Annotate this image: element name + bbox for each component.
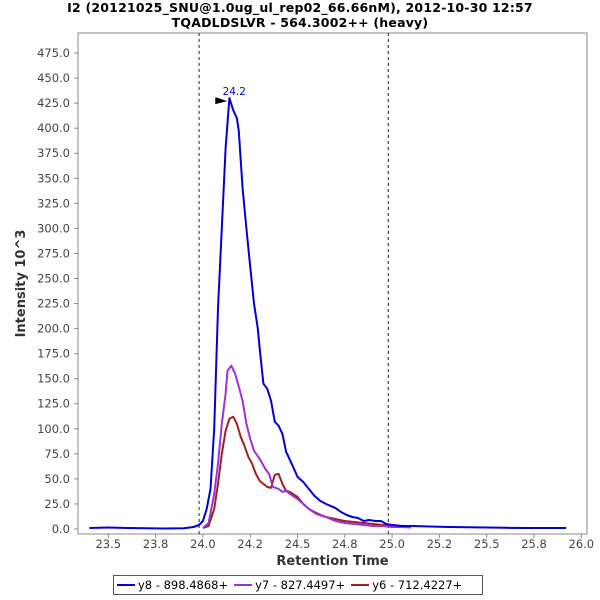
legend-label: y7 - 827.4497+ <box>255 578 346 592</box>
y-tick-label: 150.0 <box>37 372 70 386</box>
legend: y8 - 898.4868+ y7 - 827.4497+ y6 - 712.422… <box>113 575 483 595</box>
peak-annotation: 24.2 <box>215 86 246 105</box>
y-tick-label: 200.0 <box>37 322 70 336</box>
series-lines <box>89 97 567 530</box>
series-line <box>89 97 567 530</box>
x-tick-label: 24.0 <box>190 537 216 551</box>
x-tick-label: 24.5 <box>285 537 311 551</box>
series-line <box>202 415 411 529</box>
series-line <box>202 364 412 529</box>
y-tick-label: 275.0 <box>37 246 70 260</box>
y-tick-label: 300.0 <box>37 221 70 235</box>
x-tick-label: 25.8 <box>521 537 547 551</box>
y-tick-label: 100.0 <box>37 422 70 436</box>
legend-swatch <box>351 584 370 586</box>
y-tick-label: 475.0 <box>37 46 70 60</box>
chart-title: I2 (20121025_SNU@1.0ug_ul_rep02_66.66nM)… <box>67 0 533 15</box>
legend-label: y6 - 712.4227+ <box>372 578 463 592</box>
axes: 0.0 25.0 50.0 75.0 100.0 125.0 150.0 175.0 200.0… <box>37 32 595 551</box>
y-axis-label: Intensity 10^3 <box>14 230 29 338</box>
x-tick-label: 25.0 <box>379 537 405 551</box>
y-tick-label: 250.0 <box>37 271 70 285</box>
legend-item: y7 - 827.4497+ <box>234 578 345 592</box>
peak-arrow-icon <box>215 97 228 105</box>
x-tick-label: 25.2 <box>427 537 453 551</box>
y-tick-label: 75.0 <box>44 447 70 461</box>
y-tick-label: 350.0 <box>37 171 70 185</box>
x-tick-label: 26.0 <box>569 537 595 551</box>
x-tick-label: 25.5 <box>474 537 500 551</box>
plot-frame <box>77 32 588 535</box>
y-tick-label: 175.0 <box>37 347 70 361</box>
x-tick-label: 24.8 <box>332 537 358 551</box>
x-tick-label: 23.5 <box>95 537 121 551</box>
y-tick-label: 50.0 <box>44 472 70 486</box>
y-tick-label: 425.0 <box>37 96 70 110</box>
y-tick-label: 0.0 <box>52 522 70 536</box>
y-tick-label: 125.0 <box>37 397 70 411</box>
legend-label: y8 - 898.4868+ <box>138 578 229 592</box>
y-tick-label: 375.0 <box>37 146 70 160</box>
x-tick-label: 24.2 <box>237 537 263 551</box>
integration-bounds <box>198 33 389 534</box>
y-tick-label: 325.0 <box>37 196 70 210</box>
chart-subtitle: TQADLDSLVR - 564.3002++ (heavy) <box>171 15 429 30</box>
legend-item: y6 - 712.4227+ <box>351 578 462 592</box>
legend-item: y8 - 898.4868+ <box>117 578 228 592</box>
y-tick-label: 400.0 <box>37 121 70 135</box>
legend-swatch <box>117 584 135 586</box>
y-tick-label: 450.0 <box>37 71 70 85</box>
x-axis-label: Retention Time <box>276 554 388 569</box>
y-tick-label: 25.0 <box>44 497 70 511</box>
y-tick-label: 225.0 <box>37 297 70 311</box>
peak-label: 24.2 <box>223 86 246 98</box>
x-tick-label: 23.8 <box>143 537 169 551</box>
legend-swatch <box>234 584 253 586</box>
